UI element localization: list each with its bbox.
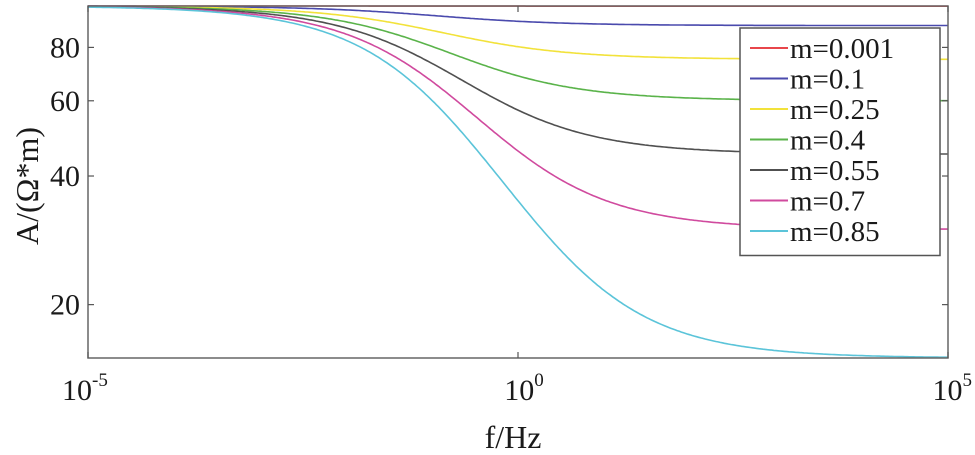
series-layer	[88, 5, 949, 359]
series-line-6	[88, 6, 949, 359]
x-axis-label: f/Hz	[485, 419, 542, 455]
x-tick-exponent: 0	[534, 370, 544, 391]
x-tick-label-1: 100	[504, 370, 544, 407]
legend-label-3: m=0.4	[790, 125, 866, 157]
y-tick-label-2: 60	[50, 85, 80, 118]
x-tick-exponent: -5	[92, 370, 108, 391]
y-tick-label-0: 20	[50, 289, 80, 322]
legend-label-6: m=0.85	[790, 216, 880, 248]
legend-label-1: m=0.1	[790, 64, 865, 96]
x-tick-base: 10	[933, 374, 963, 407]
x-tick-label-0: 10-5	[62, 370, 108, 407]
legend-label-5: m=0.7	[790, 186, 865, 218]
legend-label-0: m=0.001	[790, 33, 894, 65]
x-tick-base: 10	[504, 374, 534, 407]
x-tick-base: 10	[62, 374, 92, 407]
series-line-1	[88, 5, 948, 27]
y-axis-label: A/(Ω*m)	[9, 127, 45, 245]
legend-label-4: m=0.55	[790, 155, 880, 187]
y-tick-label-3: 80	[50, 31, 80, 64]
y-tick-label-1: 40	[50, 160, 80, 193]
legend-label-2: m=0.25	[790, 94, 880, 126]
x-tick-exponent: 5	[963, 370, 973, 391]
legend-box	[739, 27, 941, 257]
x-tick-label-2: 105	[933, 370, 973, 407]
